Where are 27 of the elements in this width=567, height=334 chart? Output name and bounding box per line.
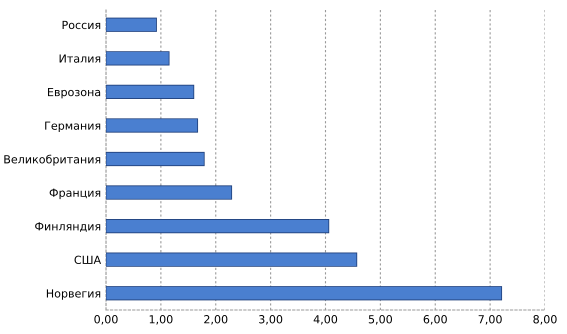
bar	[106, 286, 502, 300]
bar	[106, 118, 198, 133]
bar	[106, 252, 358, 267]
x-tick-label: 5,00	[368, 315, 392, 325]
y-tick-label: Германия	[45, 122, 100, 132]
y-tick-label: США	[74, 256, 102, 264]
bar	[106, 18, 157, 32]
y-tick-label: Финляндия	[35, 222, 100, 232]
x-tick-label: 1,00	[150, 315, 173, 325]
x-tick-label: 3,00	[259, 315, 282, 325]
y-tick-label: Великобритания	[4, 154, 100, 166]
bar	[106, 185, 232, 200]
y-tick-label: Италия	[60, 54, 100, 63]
x-tick-label: 4,00	[314, 315, 338, 325]
bar	[106, 84, 194, 100]
y-tick-label: Россия	[62, 20, 100, 30]
bar	[106, 152, 205, 166]
x-tick-label: 7,00	[478, 315, 502, 325]
x-tick-label: 6,00	[424, 315, 447, 325]
bar	[106, 218, 330, 234]
bar	[106, 51, 170, 66]
y-tick-label: Франция	[50, 188, 100, 200]
x-tick-label: 8,00	[533, 315, 557, 325]
y-tick-label: Норвегия	[46, 289, 100, 300]
x-tick-label: 2,00	[204, 315, 228, 325]
y-tick-label: Еврозона	[48, 88, 100, 98]
x-tick-label: 0,00	[94, 315, 118, 325]
